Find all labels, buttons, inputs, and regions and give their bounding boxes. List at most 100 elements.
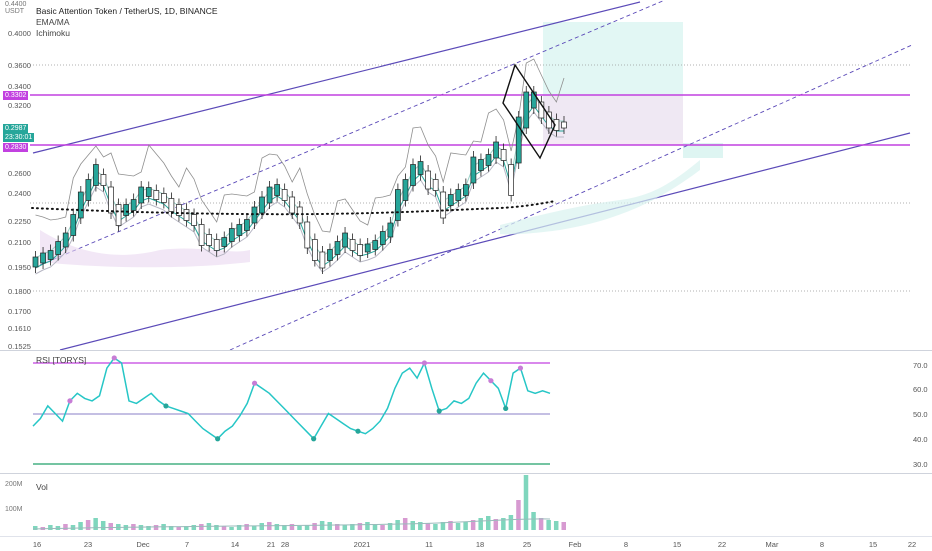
candle-body <box>93 164 99 186</box>
candle-body <box>130 199 137 211</box>
price-chart-pane[interactable]: 0.4000 0.3600 0.3400 0.3200 0.2600 0.2400 0.22… <box>0 0 932 350</box>
volume-bar <box>418 522 423 530</box>
volume-bar <box>312 523 317 530</box>
volume-bar <box>297 526 302 530</box>
volume-label[interactable]: Vol <box>36 482 48 492</box>
price-tick-label: 0.2100 <box>8 238 31 247</box>
ma-line <box>35 105 564 269</box>
time-tick-label: 21 <box>267 540 275 549</box>
candle-body <box>70 214 77 236</box>
resistance-price-tag: 0.3302 <box>3 91 29 100</box>
volume-chart[interactable] <box>0 474 932 536</box>
candle-body <box>402 179 409 201</box>
price-tick-label: 0.4000 <box>8 29 31 38</box>
volume-bar <box>108 523 113 530</box>
time-tick-label: 2021 <box>354 540 371 549</box>
volume-bar <box>440 522 446 530</box>
rsi-pivot-dot <box>215 436 221 442</box>
time-tick-label: Feb <box>569 540 582 549</box>
candle-body <box>77 191 84 219</box>
price-tick-label: 0.2250 <box>8 217 31 226</box>
volume-bar <box>342 525 348 530</box>
rsi-tick-label: 40.0 <box>913 435 928 444</box>
rsi-pivot-dot <box>67 398 73 404</box>
channel-mid-dashed-line <box>39 0 666 266</box>
rsi-tick-label: 60.0 <box>913 385 928 394</box>
volume-bar <box>214 525 219 530</box>
target-zone-tail <box>683 143 723 158</box>
candle-body <box>138 186 145 204</box>
candle-body <box>379 231 386 245</box>
price-tick-label: 0.1800 <box>8 287 31 296</box>
volume-bar <box>546 520 551 530</box>
rsi-tick-label: 70.0 <box>913 361 928 370</box>
volume-bar <box>236 525 242 530</box>
indicator-ema-ma[interactable]: EMA/MA <box>36 17 70 27</box>
volume-bar <box>553 521 559 530</box>
candle-body <box>395 189 401 221</box>
time-tick-label: 8 <box>624 540 628 549</box>
time-tick-label: 15 <box>869 540 877 549</box>
candle-body <box>342 232 348 248</box>
rsi-pivot-dot <box>111 355 117 361</box>
chart-legend: Basic Attention Token / TetherUS, 1D, BI… <box>36 6 218 39</box>
candle-body <box>508 164 514 196</box>
candle-body <box>274 184 280 196</box>
time-tick-label: 18 <box>476 540 484 549</box>
candle-body <box>145 187 152 197</box>
candle-body <box>425 170 431 190</box>
candle-body <box>32 256 39 268</box>
time-axis[interactable]: 16 23 Dec 7 14 21 28 2021 11 18 25 Feb 8 15 22 Mar 8 15 22 <box>0 536 932 551</box>
candle-body <box>440 191 447 219</box>
volume-pane[interactable]: Vol 200M 100M <box>0 474 932 536</box>
time-tick-label: 14 <box>231 540 239 549</box>
candle-body <box>221 237 228 247</box>
price-tick-label: 0.3400 <box>8 82 31 91</box>
volume-bars <box>33 475 566 530</box>
countdown-tag: 23:30:01 <box>3 133 35 142</box>
volume-bar <box>229 527 234 530</box>
channel-lower-dashed-line <box>229 44 913 350</box>
price-tick-label: 0.1610 <box>8 324 31 333</box>
volume-bar <box>146 526 151 530</box>
volume-bar <box>289 524 295 530</box>
volume-bar <box>221 526 227 530</box>
volume-bar <box>33 526 38 530</box>
candle-body <box>334 241 341 255</box>
volume-bar <box>184 526 189 530</box>
candle-body <box>500 149 507 161</box>
rsi-tick-label: 30.0 <box>913 460 928 469</box>
volume-bar <box>470 520 476 530</box>
pane-separator[interactable] <box>0 473 932 474</box>
candle-body <box>455 189 462 201</box>
rsi-label[interactable]: RSI [TORYS] <box>36 355 87 365</box>
candle-body <box>206 234 212 246</box>
volume-bar <box>501 518 506 530</box>
time-tick-label: 8 <box>820 540 824 549</box>
candle-body <box>561 121 567 129</box>
price-tick-label: 0.1950 <box>8 263 31 272</box>
top-price-label: 0.4400 <box>5 1 27 8</box>
rsi-axis: 70.0 60.0 50.0 40.0 30.0 <box>913 361 928 469</box>
volume-bar <box>350 524 355 530</box>
candle-body <box>183 209 190 221</box>
volume-bar <box>85 520 91 530</box>
volume-bar <box>100 521 106 530</box>
time-tick-label: 11 <box>425 540 433 549</box>
rsi-pane[interactable]: 70.0 60.0 50.0 40.0 30.0 RSI [TORYS] <box>0 351 932 473</box>
volume-bar <box>168 526 174 530</box>
candle-body <box>153 190 160 200</box>
candle-body <box>432 179 439 191</box>
price-chart[interactable]: 0.4000 0.3600 0.3400 0.3200 0.2600 0.2400 0.22… <box>0 0 932 350</box>
volume-bar <box>259 523 264 530</box>
candle-body <box>304 221 311 249</box>
pane-separator[interactable] <box>0 350 932 351</box>
rsi-pivot-dot <box>488 378 494 384</box>
time-tick-label: 15 <box>673 540 681 549</box>
candle-body <box>327 249 333 261</box>
volume-bar <box>199 524 204 530</box>
price-tick-label: 0.1700 <box>8 307 31 316</box>
volume-bar <box>523 475 529 530</box>
indicator-ichimoku[interactable]: Ichimoku <box>36 28 71 38</box>
rsi-chart[interactable]: 70.0 60.0 50.0 40.0 30.0 <box>0 351 932 473</box>
